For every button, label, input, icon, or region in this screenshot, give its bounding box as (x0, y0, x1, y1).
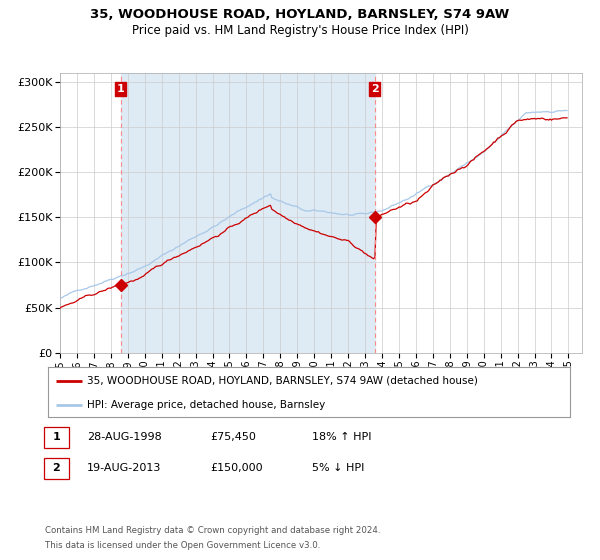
Text: 35, WOODHOUSE ROAD, HOYLAND, BARNSLEY, S74 9AW: 35, WOODHOUSE ROAD, HOYLAND, BARNSLEY, S… (91, 8, 509, 21)
Text: 1: 1 (117, 84, 125, 94)
Text: 28-AUG-1998: 28-AUG-1998 (87, 432, 162, 442)
Text: 1: 1 (53, 432, 60, 442)
Text: HPI: Average price, detached house, Barnsley: HPI: Average price, detached house, Barn… (87, 400, 325, 409)
Text: £75,450: £75,450 (210, 432, 256, 442)
Text: £150,000: £150,000 (210, 463, 263, 473)
Bar (121, 73, 375, 353)
Text: 5% ↓ HPI: 5% ↓ HPI (312, 463, 364, 473)
Text: 18% ↑ HPI: 18% ↑ HPI (312, 432, 371, 442)
Text: 19-AUG-2013: 19-AUG-2013 (87, 463, 161, 473)
Text: Price paid vs. HM Land Registry's House Price Index (HPI): Price paid vs. HM Land Registry's House … (131, 24, 469, 36)
Text: 2: 2 (53, 463, 60, 473)
Text: 35, WOODHOUSE ROAD, HOYLAND, BARNSLEY, S74 9AW (detached house): 35, WOODHOUSE ROAD, HOYLAND, BARNSLEY, S… (87, 376, 478, 386)
Text: 2: 2 (371, 84, 379, 94)
Text: This data is licensed under the Open Government Licence v3.0.: This data is licensed under the Open Gov… (45, 541, 320, 550)
Text: Contains HM Land Registry data © Crown copyright and database right 2024.: Contains HM Land Registry data © Crown c… (45, 526, 380, 535)
